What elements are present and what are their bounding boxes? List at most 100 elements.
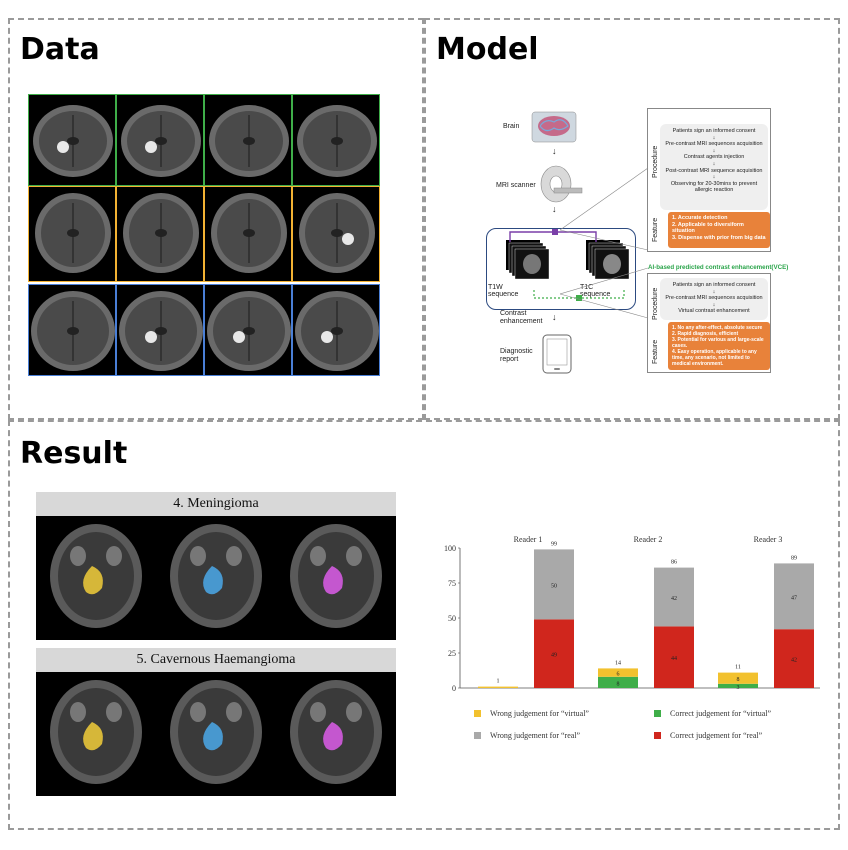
vce-step: Pre-contrast MRI sequences acquisition (665, 295, 763, 302)
feature-item: 3. Dispense with prior from big data (672, 234, 766, 241)
brain-scan-overlay (50, 524, 142, 628)
procedure-step: Post-contrast MRI sequence acquisition (665, 167, 763, 174)
procedure-steps: Patients sign an informed consent ↓ Pre-… (660, 124, 768, 210)
vce-feature-item: 3. Potential for various and large-scale… (672, 337, 764, 349)
bar-real-correct (774, 629, 814, 688)
brain-scan-overlay (170, 680, 262, 784)
bar-label: 8 (617, 681, 620, 687)
bar-total-label: 11 (735, 665, 741, 671)
arrow-down-icon: ↓ (712, 147, 716, 154)
case4-title: 4. Meningioma (36, 492, 396, 516)
procedure-step: Pre-contrast MRI sequences acquisition (665, 141, 763, 148)
mri-slice (292, 284, 380, 376)
y-tick-label: 25 (448, 649, 456, 658)
bar-real-correct (654, 626, 694, 688)
feature-vlabel: Feature (652, 339, 659, 364)
feature-vlabel: Feature (652, 217, 659, 242)
diagnostic-label: Diagnostic report (500, 348, 533, 363)
arrow-down-icon: ↓ (712, 134, 716, 141)
legend-label: Correct judgement for “virtual” (670, 709, 772, 718)
mri-slice (116, 284, 204, 376)
arrow-down-icon: ↓ (712, 301, 716, 308)
mri-slice (116, 94, 204, 186)
model-panel (424, 18, 840, 420)
bar-label: 44 (671, 656, 677, 662)
data-panel (8, 18, 424, 420)
bar-label: 3 (737, 685, 740, 691)
sequence-box (486, 228, 636, 310)
arrow-down-icon: ↓ (552, 146, 557, 156)
vce-title: AI-based predicted contrast enhancement(… (648, 264, 789, 271)
bar-real-wrong (534, 549, 574, 620)
mri-slice (292, 186, 380, 282)
feature-box: 1. Accurate detection 2. Applicable to d… (668, 212, 770, 248)
category-label: Reader 1 (514, 535, 543, 544)
mri-slice (28, 186, 116, 282)
bar-label: 42 (671, 596, 677, 602)
y-tick-label: 0 (452, 684, 456, 693)
scanner-label: MRI scanner (496, 182, 536, 189)
brain-icon (530, 108, 580, 144)
mri-slice (204, 94, 292, 186)
vce-steps: Patients sign an informed consent ↓ Pre-… (660, 278, 768, 320)
case5-images (36, 672, 396, 796)
t1w-label: T1W sequence (488, 284, 519, 298)
bar-virtual-wrong (478, 686, 518, 688)
bar-virtual-wrong (598, 668, 638, 677)
bar-label: 8 (737, 677, 740, 683)
y-tick-label: 100 (444, 544, 456, 553)
bar-virtual-wrong (718, 672, 758, 684)
bar-label: 47 (791, 595, 797, 601)
mri-slice (28, 284, 116, 376)
bar-label: 49 (551, 653, 557, 659)
vce-box (647, 273, 771, 373)
legend-swatch (474, 710, 481, 717)
bar-total-label: 1 (497, 679, 500, 685)
y-tick-label: 50 (448, 614, 456, 623)
case5-title: 5. Cavernous Haemangioma (36, 648, 396, 672)
mri-slice (204, 284, 292, 376)
model-title: Model (436, 32, 539, 67)
t1c-stack-icon (586, 240, 632, 284)
category-label: Reader 3 (754, 535, 783, 544)
mri-slice (292, 94, 380, 186)
y-tick-label: 75 (448, 579, 456, 588)
mri-slice (116, 186, 204, 282)
brain-scan-overlay (50, 680, 142, 784)
arrow-down-icon: ↓ (552, 204, 557, 214)
category-label: Reader 2 (634, 535, 663, 544)
procedure-vlabel: Procedure (652, 287, 659, 320)
feature-item: 2. Applicable to diversiform situation (672, 221, 744, 235)
feature-item: 1. Accurate detection (672, 215, 728, 221)
legend-label: Wrong judgement for “real” (490, 731, 581, 740)
brain-scan-overlay (290, 680, 382, 784)
vce-step: Patients sign an informed consent (672, 282, 756, 288)
procedure-vlabel: Procedure (652, 145, 659, 178)
bar-real-correct (534, 619, 574, 688)
legend-label: Correct judgement for “real” (670, 731, 763, 740)
vce-feature-item: 2. Rapid diagnosis, efficient (672, 331, 739, 337)
mri-slice (204, 186, 292, 282)
bar-total-label: 86 (671, 560, 677, 566)
arrow-down-icon: ↓ (712, 160, 716, 167)
brain-label: Brain (503, 123, 520, 130)
vce-step: Virtual contrast enhancement (678, 308, 750, 315)
t1w-stack-icon (506, 240, 552, 284)
bar-label: 6 (617, 672, 620, 678)
bar-virtual-correct (718, 683, 758, 688)
vce-feature-box: 1. No any after-effect, absolute secure … (668, 322, 770, 370)
bar-label: 50 (551, 583, 557, 589)
arrow-down-icon: ↓ (552, 312, 557, 322)
bar-real-wrong (654, 567, 694, 627)
connector-lines (559, 108, 650, 328)
tablet-icon (542, 334, 572, 374)
vce-feature-item: 1. No any after-effect, absolute secure (672, 325, 763, 331)
bar-virtual-correct (598, 676, 638, 688)
t1c-label: T1C sequence (580, 284, 611, 298)
data-title: Data (20, 32, 100, 67)
procedure-step: Contrast agents injection (683, 154, 745, 161)
legend-swatch (654, 732, 661, 739)
result-title: Result (20, 436, 128, 471)
arrow-down-icon: ↓ (712, 174, 716, 181)
procedure-step: Patients sign an informed consent (672, 128, 756, 134)
